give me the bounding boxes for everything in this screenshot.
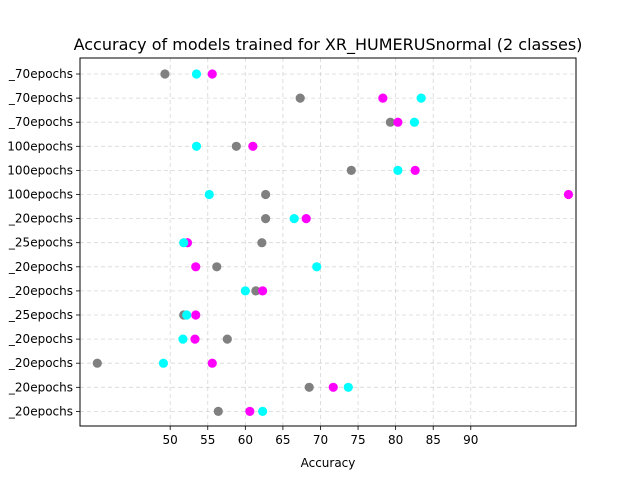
data-point <box>213 406 223 416</box>
y-tick-label: _20epochs <box>8 260 73 274</box>
y-tick-label: _20epochs <box>8 380 73 394</box>
data-point <box>301 214 311 224</box>
data-point <box>312 262 322 272</box>
y-tick-label: 100epochs <box>7 139 73 153</box>
x-tick-label: 75 <box>350 433 365 447</box>
data-point <box>190 334 200 344</box>
data-point <box>231 141 241 151</box>
data-point <box>261 189 271 200</box>
y-tick-label: _20epochs <box>8 284 73 298</box>
x-tick-label: 60 <box>238 433 253 447</box>
data-point <box>92 358 102 368</box>
data-point <box>563 189 574 200</box>
data-point <box>207 69 217 79</box>
y-tick-label: 100epochs <box>7 188 73 202</box>
y-tick-label: 100epochs <box>7 163 73 177</box>
x-axis-label: Accuracy <box>301 456 356 470</box>
data-point <box>245 406 255 416</box>
data-point <box>304 382 314 392</box>
data-point <box>212 262 222 272</box>
x-tick-label: 90 <box>463 433 478 447</box>
data-point <box>207 358 217 368</box>
data-point <box>222 334 232 344</box>
data-point <box>178 334 188 344</box>
data-point <box>261 214 271 224</box>
y-tick-label: _20epochs <box>8 332 73 346</box>
y-tick-label: _25epochs <box>8 236 73 250</box>
x-tick-label: 65 <box>275 433 290 447</box>
data-point <box>258 286 268 296</box>
y-tick-label: _25epochs <box>8 308 73 322</box>
y-tick-label: _20epochs <box>8 212 73 226</box>
data-point <box>385 117 395 127</box>
data-point <box>204 189 214 200</box>
x-axis-ticks: 50 55 60 65 70 75 80 85 90 <box>163 426 478 447</box>
data-point <box>191 310 201 320</box>
data-point <box>158 358 169 368</box>
plot-frame <box>79 57 577 427</box>
y-tick-label: _70epochs <box>8 67 73 81</box>
data-point <box>248 141 258 151</box>
data-point <box>191 262 201 272</box>
data-point <box>191 69 202 79</box>
data-point <box>257 238 267 248</box>
data-point <box>240 286 250 296</box>
y-tick-label: _70epochs <box>8 91 73 105</box>
data-point <box>410 165 420 175</box>
data-point <box>346 165 356 175</box>
data-point <box>328 382 338 392</box>
data-point <box>393 117 403 127</box>
y-tick-label: _20epochs <box>8 404 73 418</box>
data-point <box>251 286 261 296</box>
x-tick-label: 80 <box>388 433 403 447</box>
data-point <box>416 93 426 103</box>
data-point <box>179 238 189 248</box>
y-axis-ticks: _70epochs _70epochs _70epochs 100epochs 100e… <box>7 67 80 418</box>
data-point <box>295 93 305 103</box>
x-tick-label: 50 <box>163 433 178 447</box>
data-point <box>289 214 299 224</box>
y-tick-label: _70epochs <box>8 115 73 129</box>
chart-title: Accuracy of models trained for XR_HUMERU… <box>74 35 583 55</box>
data-point <box>393 165 403 175</box>
data-point <box>378 93 388 103</box>
data-point <box>343 382 353 392</box>
y-tick-label: _20epochs <box>8 356 73 370</box>
data-point <box>191 141 202 151</box>
data-point <box>409 117 420 127</box>
x-tick-label: 85 <box>426 433 441 447</box>
data-point <box>258 406 268 416</box>
grid-layer <box>80 58 576 426</box>
point-layer <box>92 69 574 416</box>
x-tick-label: 70 <box>313 433 328 447</box>
data-point <box>182 310 192 320</box>
data-point <box>160 69 170 79</box>
x-tick-label: 55 <box>200 433 215 447</box>
